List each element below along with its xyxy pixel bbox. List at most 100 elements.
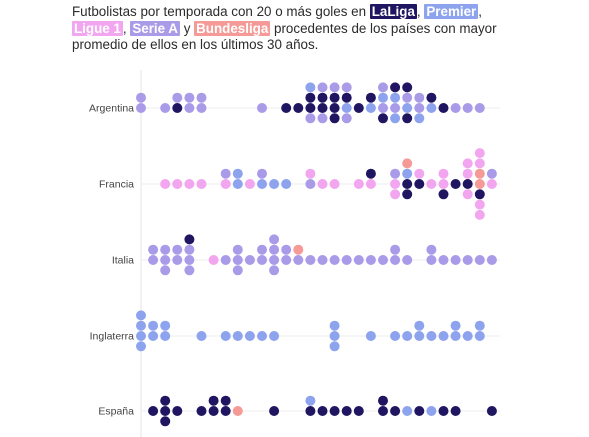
player-dot	[378, 255, 388, 265]
player-dot	[462, 189, 473, 200]
player-dot	[414, 113, 425, 124]
player-dot	[136, 331, 146, 341]
player-dot	[220, 179, 231, 189]
player-dot	[317, 255, 328, 265]
player-dot	[390, 331, 401, 341]
player-dot	[220, 406, 231, 416]
player-dot	[365, 179, 376, 189]
player-dot	[293, 244, 304, 255]
player-dot	[160, 179, 171, 189]
player-dot	[196, 406, 207, 416]
player-dot	[232, 244, 243, 255]
player-dot	[450, 320, 461, 331]
player-dot	[474, 158, 485, 169]
player-dot	[148, 406, 159, 416]
title-sep-3: ,	[122, 20, 131, 36]
player-dot	[172, 244, 183, 255]
player-dot	[450, 179, 461, 189]
player-dot	[438, 406, 449, 416]
player-dot	[269, 406, 280, 416]
player-dot	[257, 255, 267, 265]
player-dot	[390, 92, 401, 103]
player-dot	[172, 179, 183, 189]
player-dot	[474, 331, 485, 341]
player-dot	[220, 168, 231, 179]
player-dot	[474, 103, 485, 113]
player-dot	[402, 113, 413, 124]
player-dot	[438, 103, 449, 113]
player-dot	[220, 331, 231, 341]
player-dot	[378, 103, 388, 113]
player-dot	[184, 234, 195, 245]
player-dot	[462, 103, 473, 113]
player-dot	[232, 406, 243, 416]
player-dot	[450, 406, 461, 416]
player-dot	[281, 179, 292, 189]
player-dot	[172, 103, 183, 113]
player-dot	[353, 406, 364, 416]
player-dot	[160, 244, 171, 255]
player-dot	[474, 199, 485, 210]
player-dot	[341, 406, 352, 416]
player-dot	[269, 244, 280, 255]
player-dot	[196, 92, 207, 103]
legend-premier: Premier	[424, 4, 479, 19]
player-dot	[232, 265, 243, 276]
player-dot	[160, 255, 171, 265]
player-dot	[305, 113, 316, 124]
player-dot	[329, 331, 340, 341]
player-dot	[462, 158, 473, 169]
player-dot	[220, 255, 231, 265]
player-dot	[462, 168, 473, 179]
player-dot	[450, 331, 461, 341]
legend-laliga: LaLiga	[369, 4, 417, 19]
player-dot	[414, 179, 425, 189]
player-dot	[317, 406, 328, 416]
player-dot	[208, 395, 219, 406]
player-dot	[378, 82, 388, 93]
player-dot	[317, 82, 328, 93]
player-dot	[414, 168, 425, 179]
player-dot	[305, 179, 316, 189]
player-dot	[305, 406, 316, 416]
player-dot	[365, 255, 376, 265]
player-dot	[257, 244, 267, 255]
player-dot	[486, 179, 497, 189]
player-dot	[426, 244, 437, 255]
player-dot	[184, 265, 195, 276]
player-dot	[365, 331, 376, 341]
player-dot	[426, 406, 437, 416]
player-dot	[160, 395, 171, 406]
player-dot	[329, 103, 340, 113]
player-dot	[317, 103, 328, 113]
player-dot	[365, 168, 376, 179]
player-dot	[474, 148, 485, 159]
player-dot	[402, 82, 413, 93]
player-dot	[378, 113, 388, 124]
player-dot	[244, 179, 255, 189]
player-dot	[329, 82, 340, 93]
player-dot	[341, 113, 352, 124]
player-dot	[232, 331, 243, 341]
player-dot	[341, 103, 352, 113]
player-dot	[305, 395, 316, 406]
player-dot	[474, 209, 485, 220]
player-dot	[269, 234, 280, 245]
player-dot	[329, 179, 340, 189]
player-dot	[378, 92, 388, 103]
player-dot	[426, 255, 437, 265]
player-dot	[305, 92, 316, 103]
player-dot	[184, 244, 195, 255]
player-dot	[305, 82, 316, 93]
player-dot	[438, 168, 449, 179]
player-dot	[244, 331, 255, 341]
player-dot	[184, 179, 195, 189]
country-label: Argentina	[89, 103, 134, 115]
player-dot	[232, 255, 243, 265]
player-dot	[244, 255, 255, 265]
player-dot	[293, 103, 304, 113]
player-dot	[232, 168, 243, 179]
player-dot	[269, 255, 280, 265]
player-dot	[402, 168, 413, 179]
player-dot	[414, 103, 425, 113]
